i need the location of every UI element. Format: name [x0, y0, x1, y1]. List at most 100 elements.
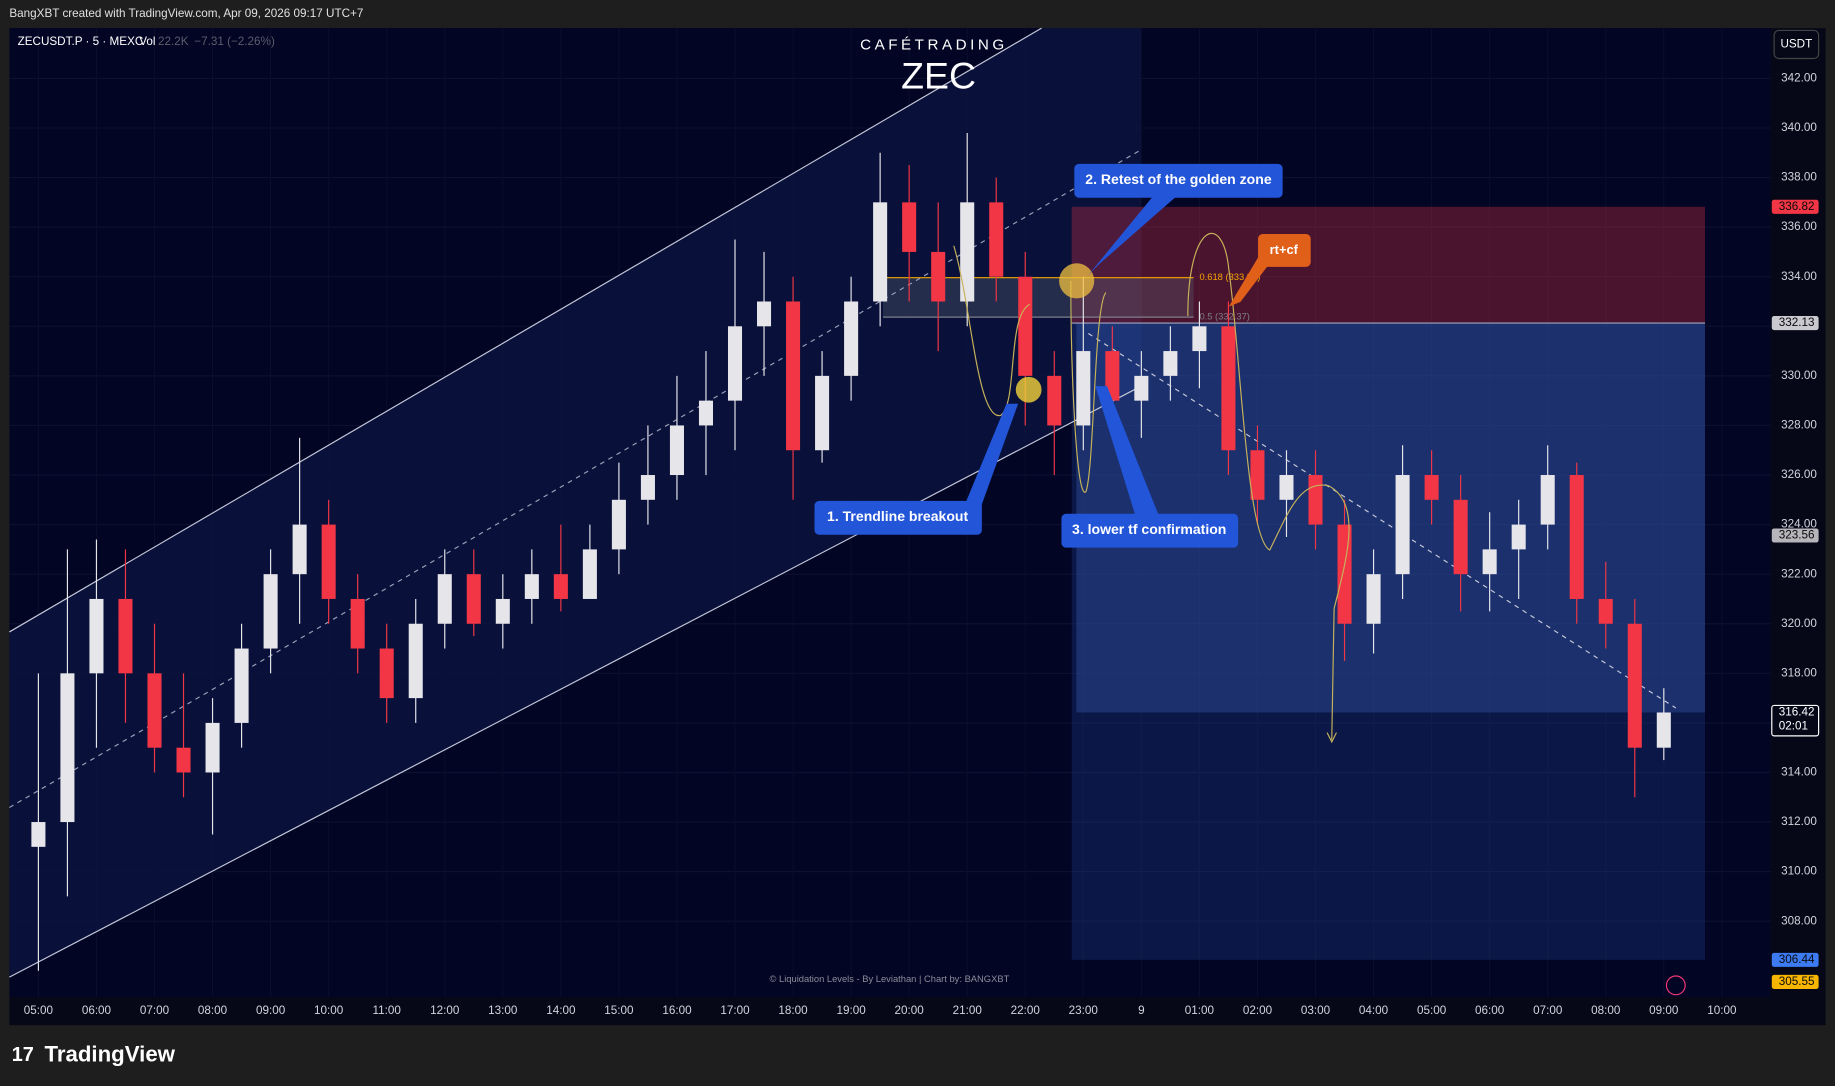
price-label: 316.42: [1779, 706, 1815, 719]
candle-body: [1366, 574, 1381, 624]
channel-lower: [9, 385, 1142, 978]
candle-body: [844, 301, 859, 376]
callout-pointer: [1228, 257, 1270, 307]
channel-mid: [9, 149, 1142, 808]
candle-body: [1395, 475, 1410, 575]
candle-body: [147, 673, 162, 748]
subtitle: CAFÉTRADING: [860, 37, 1008, 54]
candle-body: [1482, 549, 1497, 575]
y-tick-label: 312.00: [1781, 815, 1817, 828]
candle-body: [669, 425, 684, 476]
candle-body: [466, 574, 481, 624]
y-tick-label: 310.00: [1781, 865, 1817, 878]
price-label-box: [1771, 528, 1819, 543]
candle-body: [553, 574, 568, 599]
credit: BangXBT created with TradingView.com, Ap…: [9, 7, 363, 20]
price-label: 305.55: [1779, 975, 1815, 988]
candle-body: [408, 623, 423, 699]
countdown: 02:01: [1779, 720, 1808, 733]
price-label: 306.44: [1779, 953, 1815, 966]
marker-circle: [1015, 376, 1042, 403]
arrow-head: [1326, 732, 1337, 744]
zones: 0.618 (333.96)0.5 (332.37): [883, 206, 1706, 960]
y-tick-label: 326.00: [1781, 468, 1817, 481]
candle-body: [582, 549, 597, 599]
fib-label: 0.5 (332.37): [1199, 312, 1249, 322]
channel-fill: [9, 28, 1142, 978]
price-label-box: [1771, 704, 1820, 737]
candle-body: [1424, 475, 1439, 500]
x-tick-label: 22:00: [1011, 1004, 1041, 1017]
x-tick-label: 04:00: [1359, 1004, 1389, 1017]
x-tick-label: 09:00: [1649, 1004, 1679, 1017]
candle-body: [1134, 375, 1149, 401]
y-tick-label: 342.00: [1781, 72, 1817, 85]
candle-body: [931, 251, 946, 302]
x-tick-label: 11:00: [373, 1004, 402, 1017]
y-tick-label: 314.00: [1781, 766, 1817, 779]
candle-body: [1105, 351, 1120, 401]
annotation: 3. lower tf confirmation: [1072, 521, 1226, 537]
candle-body: [757, 301, 772, 327]
footer-note: © Liquidation Levels - By Leviathan | Ch…: [770, 974, 1010, 984]
channel-upper: [9, 27, 1042, 633]
axes: 308.00310.00312.00314.00316.00318.00320.…: [24, 72, 1820, 1017]
candle-body: [350, 598, 365, 649]
x-tick-label: 06:00: [1475, 1004, 1505, 1017]
candle-body: [524, 574, 539, 599]
path-sketch: [953, 245, 1031, 417]
path-sketch: [1187, 232, 1350, 740]
trend-line: [1088, 333, 1677, 709]
callout-pointer: [959, 403, 1019, 518]
candle-body: [1076, 351, 1091, 426]
candle-body: [379, 648, 394, 699]
x-tick-label: 13:00: [488, 1004, 518, 1017]
alert-icon[interactable]: [1665, 975, 1686, 996]
price-label-box: [1771, 974, 1819, 989]
candle-body: [1337, 524, 1352, 624]
x-tick-label: 05:00: [24, 1004, 54, 1017]
change: −7.31 (−2.26%): [194, 35, 275, 48]
x-tick-label: 05:00: [1417, 1004, 1447, 1017]
y-tick-label: 330.00: [1781, 369, 1817, 382]
title: ZEC: [901, 54, 976, 96]
x-tick-label: 03:00: [1301, 1004, 1331, 1017]
price-axis: [1770, 28, 1826, 1026]
x-tick-label: 10:00: [1707, 1004, 1737, 1017]
currency-button[interactable]: [1773, 29, 1820, 60]
x-tick-label: 07:00: [1533, 1004, 1563, 1017]
candle-body: [31, 822, 46, 847]
x-tick-label: 20:00: [895, 1004, 925, 1017]
y-tick-label: 320.00: [1781, 617, 1817, 630]
candle-body: [437, 574, 452, 624]
callout: [814, 500, 982, 535]
candle-body: [1221, 326, 1236, 451]
candle-body: [1192, 326, 1207, 352]
path-sketch: [1070, 280, 1107, 493]
fib-zone: [883, 277, 1194, 318]
callout: [1258, 234, 1311, 267]
candle-body: [1540, 475, 1555, 525]
brand: TradingView: [44, 1041, 175, 1066]
candles: [31, 132, 1671, 971]
candle-body: [176, 747, 191, 773]
candle-body: [1627, 623, 1642, 748]
x-tick-label: 18:00: [778, 1004, 808, 1017]
x-tick-label: 10:00: [314, 1004, 344, 1017]
x-tick-label: 16:00: [662, 1004, 692, 1017]
y-tick-label: 322.00: [1781, 567, 1817, 580]
annotation: 1. Trendline breakout: [827, 508, 968, 524]
x-tick-label: 02:00: [1243, 1004, 1273, 1017]
x-tick-label: 07:00: [140, 1004, 170, 1017]
candle-body: [1279, 475, 1294, 500]
callout-pointer: [1095, 386, 1159, 515]
symbol: ZECUSDT.P · 5 · MEXC: [18, 35, 144, 48]
candle-body: [611, 499, 626, 550]
callout: [1061, 513, 1239, 548]
price-label: 336.82: [1779, 200, 1815, 213]
x-tick-label: 19:00: [836, 1004, 866, 1017]
candle-body: [873, 202, 888, 302]
x-tick-label: 21:00: [953, 1004, 983, 1017]
currency[interactable]: USDT: [1780, 38, 1812, 51]
stop-zone: [1071, 206, 1706, 324]
